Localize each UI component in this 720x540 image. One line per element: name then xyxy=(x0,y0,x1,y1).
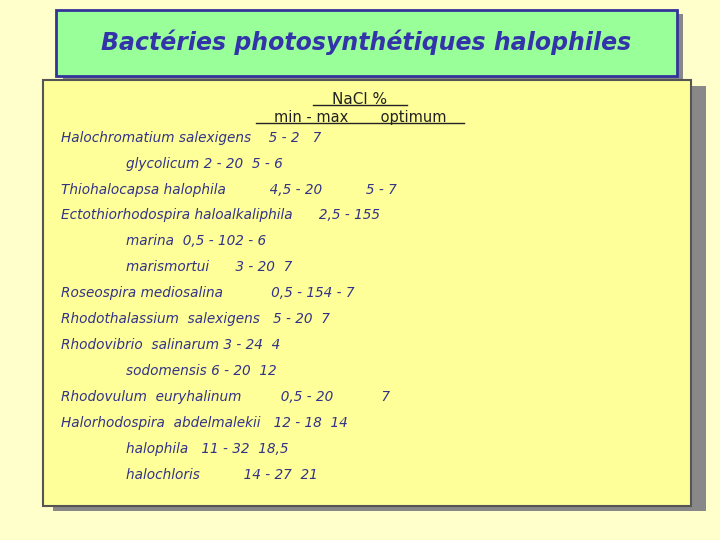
Text: Rhodovulum  euryhalinum         0,5 - 20           7: Rhodovulum euryhalinum 0,5 - 20 7 xyxy=(61,390,390,404)
Text: Rhodothalassium  salexigens   5 - 20  7: Rhodothalassium salexigens 5 - 20 7 xyxy=(61,312,330,326)
Text: marismortui      3 - 20  7: marismortui 3 - 20 7 xyxy=(126,260,292,274)
Text: Bactéries photosynthétiques halophiles: Bactéries photosynthétiques halophiles xyxy=(102,30,631,56)
FancyBboxPatch shape xyxy=(63,14,683,80)
Text: min - max       optimum: min - max optimum xyxy=(274,110,446,125)
Text: Halorhodospira  abdelmalekii   12 - 18  14: Halorhodospira abdelmalekii 12 - 18 14 xyxy=(61,416,348,430)
Text: sodomensis 6 - 20  12: sodomensis 6 - 20 12 xyxy=(126,364,276,378)
Text: halochloris          14 - 27  21: halochloris 14 - 27 21 xyxy=(126,468,318,482)
Text: marina  0,5 - 102 - 6: marina 0,5 - 102 - 6 xyxy=(126,234,266,248)
Text: halophila   11 - 32  18,5: halophila 11 - 32 18,5 xyxy=(126,442,289,456)
Text: Halochromatium salexigens    5 - 2   7: Halochromatium salexigens 5 - 2 7 xyxy=(61,131,321,145)
Text: Roseospira mediosalina           0,5 - 154 - 7: Roseospira mediosalina 0,5 - 154 - 7 xyxy=(61,286,355,300)
Text: Rhodovibrio  salinarum 3 - 24  4: Rhodovibrio salinarum 3 - 24 4 xyxy=(61,338,281,352)
Text: NaCl %: NaCl % xyxy=(333,92,387,107)
Text: Thiohalocapsa halophila          4,5 - 20          5 - 7: Thiohalocapsa halophila 4,5 - 20 5 - 7 xyxy=(61,183,397,197)
Text: Ectothiorhodospira haloalkaliphila      2,5 - 155: Ectothiorhodospira haloalkaliphila 2,5 -… xyxy=(61,208,380,222)
FancyBboxPatch shape xyxy=(43,80,691,506)
FancyBboxPatch shape xyxy=(53,86,706,511)
FancyBboxPatch shape xyxy=(56,10,677,76)
Text: glycolicum 2 - 20  5 - 6: glycolicum 2 - 20 5 - 6 xyxy=(126,157,283,171)
